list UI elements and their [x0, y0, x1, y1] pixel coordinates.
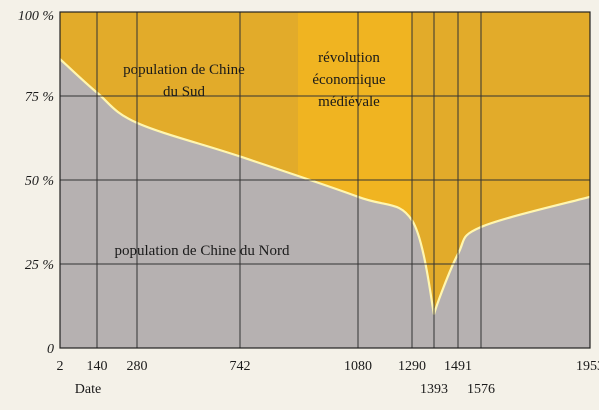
population-boundary-line: [59, 58, 591, 315]
y-tick-label: 25 %: [25, 258, 54, 273]
labels: 0 25 % 50 % 75 % 100 % 2 140 280 742 1080 1290 1393…: [18, 9, 599, 397]
plot-frame: [59, 11, 591, 349]
annotation-2: population de Chine du Nord: [115, 243, 290, 259]
x-tick-label: 2: [57, 359, 64, 374]
y-tick-label: 50 %: [25, 174, 54, 189]
x-tick-label: 140: [87, 359, 108, 374]
x-tick-label: 1290: [398, 359, 426, 374]
y-tick-label: 0: [47, 342, 54, 357]
x-tick-label: 280: [127, 359, 148, 374]
y-tick-label: 100 %: [18, 9, 54, 24]
x-tick-label: 1491: [444, 359, 472, 374]
annotation-1: révolution économique médiévale: [312, 50, 386, 110]
grid: [59, 11, 591, 349]
x-axis-title: Date: [75, 382, 101, 397]
x-tick-label: 1393: [420, 382, 448, 397]
x-tick-label: 1576: [467, 382, 495, 397]
annotation-0: population de Chine du Sud: [123, 62, 245, 100]
x-tick-label: 742: [230, 359, 251, 374]
x-tick-label: 1080: [344, 359, 372, 374]
x-tick-label: 1953: [576, 359, 599, 374]
y-tick-label: 75 %: [25, 90, 54, 105]
